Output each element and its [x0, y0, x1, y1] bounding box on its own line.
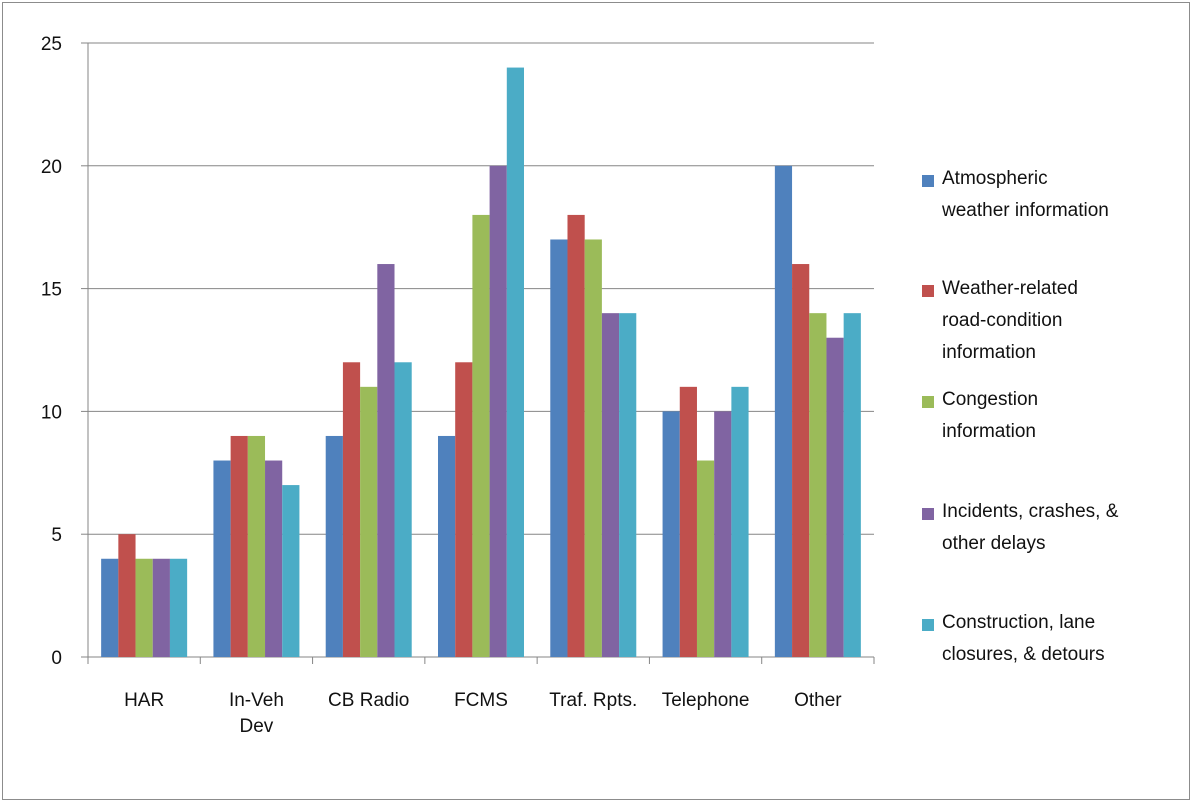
x-tick-label-line: CB Radio: [328, 690, 409, 711]
legend-label-line: Atmospheric: [942, 168, 1048, 189]
x-tick-label: Traf. Rpts.: [549, 690, 637, 711]
bar: [696, 460, 715, 657]
legend-label-line: Incidents, crashes, &: [942, 501, 1119, 522]
bar: [584, 239, 602, 658]
bar: [325, 435, 343, 657]
legend-label-line: road-condition: [942, 310, 1062, 331]
x-tick-label: Telephone: [662, 690, 750, 711]
bar: [230, 435, 248, 657]
y-tick-label: 5: [51, 525, 62, 546]
x-tick-label-line: HAR: [124, 690, 164, 711]
bar: [360, 386, 378, 657]
legend-label-line: Weather-related: [942, 278, 1078, 299]
x-tick-label: HAR: [124, 690, 164, 711]
bar: [342, 362, 361, 657]
y-tick-label: 10: [41, 402, 62, 423]
legend-label-line: closures, & detours: [942, 644, 1105, 665]
legend-label: Weather-related road-condition information: [942, 278, 1078, 363]
bar: [135, 558, 153, 657]
bar: [550, 239, 568, 658]
bar: [679, 386, 697, 657]
x-tick-label-line: Dev: [240, 716, 274, 737]
x-tick-label: Other: [794, 690, 842, 711]
bar: [662, 411, 680, 657]
bar: [472, 214, 490, 658]
y-tick-label: 15: [41, 280, 62, 301]
legend-label-line: Congestion: [942, 389, 1038, 410]
bar: [792, 264, 810, 657]
bar: [265, 460, 283, 657]
bar: [101, 558, 119, 657]
bar: [489, 165, 507, 658]
legend-label: Atmospheric weather information: [941, 168, 1109, 221]
legend-swatch: [922, 508, 934, 520]
legend-label-line: Construction, lane: [942, 612, 1095, 633]
bar: [601, 313, 620, 657]
legend-label: Incidents, crashes, & other delays: [942, 501, 1119, 554]
x-tick-label-line: In-Veh: [229, 690, 284, 711]
bar: [809, 313, 827, 657]
legend-label-line: other delays: [942, 533, 1046, 554]
bar: [774, 165, 793, 658]
bar: [247, 435, 266, 657]
bar: [438, 435, 456, 657]
legend-swatch: [922, 175, 934, 187]
bar: [619, 313, 637, 657]
x-tick-label-line: Other: [794, 690, 842, 711]
bar: [506, 67, 524, 657]
y-tick-label: 25: [41, 34, 62, 55]
bar: [455, 362, 473, 657]
x-tick-label: In-Veh Dev: [229, 690, 284, 737]
bar: [567, 214, 585, 658]
x-tick-label: CB Radio: [328, 690, 409, 711]
x-tick-label-line: FCMS: [454, 690, 508, 711]
legend-swatch: [922, 619, 934, 631]
bar: [714, 411, 732, 657]
bar: [213, 460, 231, 657]
x-tick-label-line: Traf. Rpts.: [549, 690, 637, 711]
bar: [169, 558, 188, 657]
bar: [826, 337, 844, 657]
legend-label: Construction, lane closures, & detours: [942, 612, 1105, 665]
legend-swatch: [922, 285, 934, 297]
legend-label-line: information: [942, 421, 1036, 442]
y-tick-label: 0: [51, 648, 62, 669]
x-tick-label: FCMS: [454, 690, 508, 711]
legend-swatch: [922, 396, 934, 408]
legend-label: Congestion information: [942, 389, 1038, 442]
x-tick-label-line: Telephone: [662, 690, 750, 711]
bar: [152, 558, 170, 657]
bar: [377, 264, 395, 657]
bar: [394, 362, 412, 657]
legend-label-line: information: [942, 342, 1036, 363]
bar: [118, 534, 136, 657]
y-tick-label: 20: [41, 157, 62, 178]
bar: [843, 313, 861, 657]
bar: [731, 386, 749, 657]
bar: [282, 485, 300, 657]
legend-label-line: weather information: [941, 200, 1109, 221]
